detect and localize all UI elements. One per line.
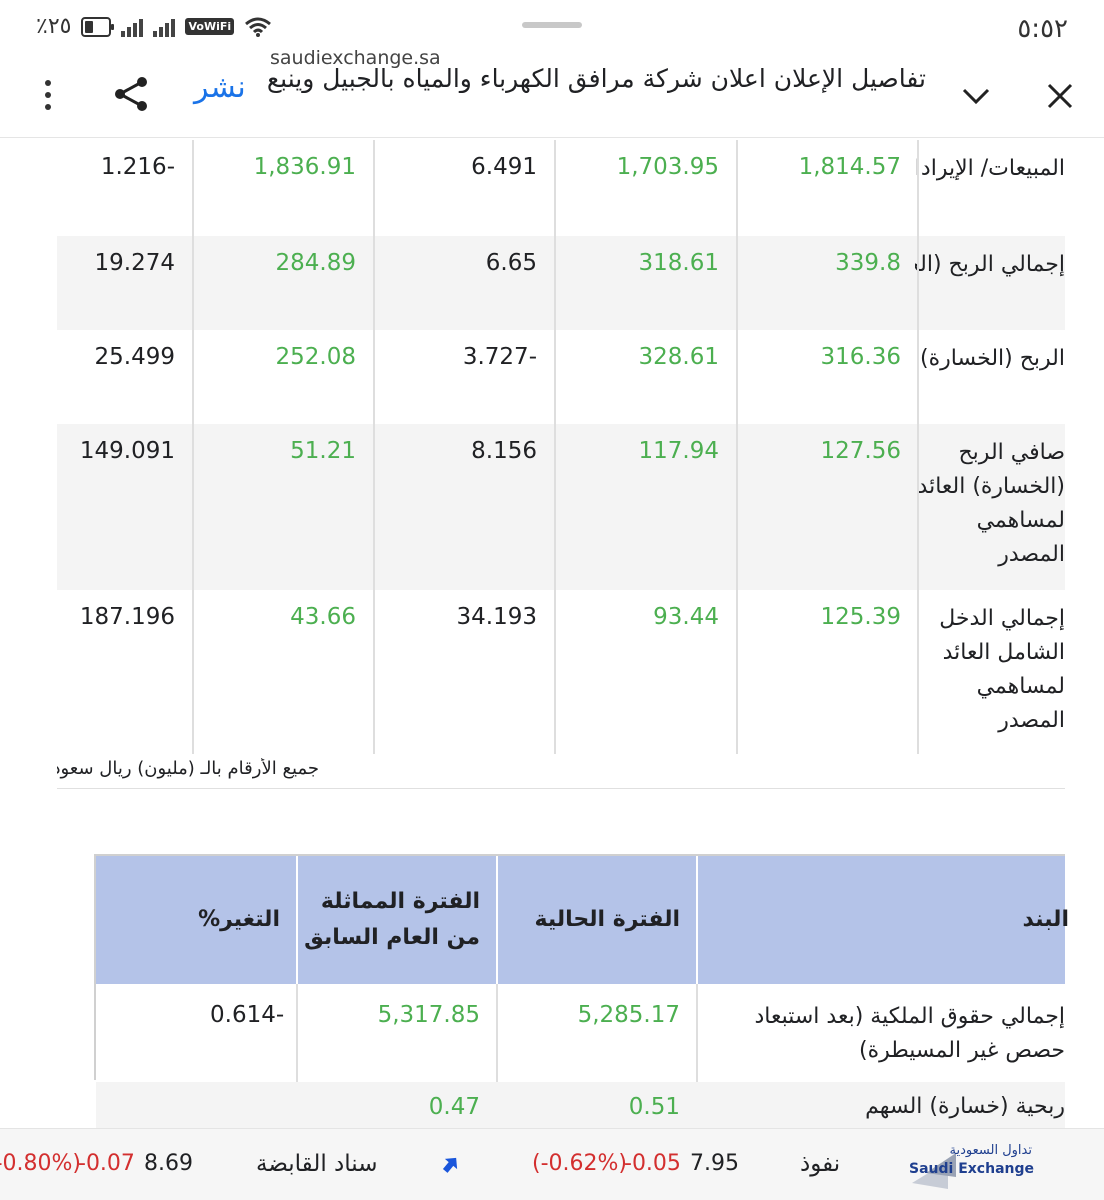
row-label: إجمالي الربح (الخسارة) — [915, 252, 1065, 277]
cell-current: 127.56 — [820, 438, 901, 464]
cell-prior: 1,703.95 — [616, 154, 719, 180]
ticker-change: -0.07 — [78, 1151, 135, 1176]
units-note: جميع الأرقام بالـ (مليون) ريال سعودي — [57, 758, 319, 779]
row-label: ربحية (خسارة) السهم — [865, 1094, 1065, 1119]
battery-icon — [81, 16, 115, 37]
vowifi-icon: VoWiFi — [185, 18, 235, 35]
cell-current: 0.51 — [628, 1094, 680, 1120]
share-icon[interactable] — [112, 74, 152, 114]
row-label: إجمالي الدخل الشامل العائد لمساهمي المصد… — [939, 606, 1065, 733]
close-icon[interactable] — [1040, 76, 1080, 116]
wifi-icon — [245, 17, 272, 37]
page-url: saudiexchange.sa — [270, 47, 441, 69]
table-row: إجمالي الدخل الشامل العائد لمساهمي المصد… — [57, 590, 1065, 754]
publish-link[interactable]: نشر — [194, 70, 246, 105]
ticker-price: 7.95 — [690, 1151, 739, 1176]
ticker-name: نفوذ — [800, 1151, 841, 1177]
ticker-name: سناد القابضة — [256, 1151, 378, 1177]
more-menu-icon[interactable] — [38, 80, 58, 110]
cell-change-2: 19.274 — [94, 250, 175, 276]
page-title: تفاصيل الإعلان اعلان شركة مرافق الكهرباء… — [266, 64, 926, 93]
logo-mark-icon — [912, 1153, 956, 1189]
table-row: المبيعات/ الإيرادات 1,814.57 1,703.95 6.… — [57, 140, 1065, 236]
chevron-down-icon[interactable] — [956, 76, 996, 116]
column-divider — [554, 140, 556, 754]
cell-current: 316.36 — [820, 344, 901, 370]
cell-prior: 318.61 — [638, 250, 719, 276]
header-item: البند — [698, 856, 1069, 984]
signal-sim2-icon — [153, 17, 176, 37]
row-label: الربح (الخسارة) التشغيلي — [915, 346, 1065, 371]
ticker-pct: (-0.62%) — [532, 1151, 627, 1176]
status-bar: ٪٢٥ VoWiFi ٥:٥٢ — [0, 0, 1104, 56]
ticker-price: 8.69 — [144, 1151, 193, 1176]
cell-prior: 5,317.85 — [377, 1002, 480, 1028]
battery-percent: ٪٢٥ — [36, 14, 72, 39]
cell-prior: 93.44 — [653, 604, 719, 630]
arrow-down-icon — [442, 1157, 458, 1173]
cell-change-2: 1.216- — [100, 154, 175, 180]
cell-previous-period: 1,836.91 — [253, 154, 356, 180]
sheet-handle[interactable] — [522, 22, 582, 28]
header-prior: الفترة المماثلة من العام السابق — [298, 856, 496, 984]
cell-previous-period: 51.21 — [290, 438, 356, 464]
status-icons: ٪٢٥ VoWiFi — [36, 14, 272, 39]
cell-current: 125.39 — [820, 604, 901, 630]
row-label: المبيعات/ الإيرادات — [915, 156, 1065, 181]
cell-previous-period: 284.89 — [275, 250, 356, 276]
cell-change-2: 149.091 — [79, 438, 175, 464]
column-divider — [192, 140, 194, 754]
column-divider — [917, 140, 919, 754]
cell-prior: 0.47 — [428, 1094, 480, 1120]
cell-change-2: 187.196 — [79, 604, 175, 630]
ticker-pct: (-0.80%) — [0, 1151, 81, 1176]
column-divider — [373, 140, 375, 754]
cell-change: 8.156 — [471, 438, 537, 464]
ticker-change: -0.05 — [624, 1151, 681, 1176]
cell-current: 339.8 — [835, 250, 901, 276]
cell-previous-period: 252.08 — [275, 344, 356, 370]
cell-current: 1,814.57 — [798, 154, 901, 180]
cell-change-2: 25.499 — [94, 344, 175, 370]
cell-change: 0.614- — [210, 1002, 285, 1028]
divider — [57, 788, 1065, 789]
cell-change: 6.491 — [471, 154, 537, 180]
header-current: الفترة الحالية — [498, 856, 696, 984]
browser-toolbar: تفاصيل الإعلان اعلان شركة مرافق الكهرباء… — [0, 56, 1104, 138]
cell-current: 5,285.17 — [577, 1002, 680, 1028]
column-divider — [736, 140, 738, 754]
row-label: صافي الربح (الخسارة) العائد لمساهمي المص… — [917, 440, 1065, 567]
signal-icon — [121, 17, 144, 37]
clock: ٥:٥٢ — [1017, 14, 1068, 44]
table-row: صافي الربح (الخسارة) العائد لمساهمي المص… — [57, 424, 1065, 590]
row-label: إجمالي حقوق الملكية (بعد استبعاد حصص غير… — [754, 1004, 1065, 1063]
cell-change: 34.193 — [456, 604, 537, 630]
cell-prior: 328.61 — [638, 344, 719, 370]
saudi-exchange-logo: تداول السعودية Saudi Exchange — [908, 1139, 1088, 1191]
table-row: الربح (الخسارة) التشغيلي 316.36 328.61 3… — [57, 330, 1065, 424]
header-change: التغير% — [96, 856, 296, 984]
cell-change: 3.727- — [462, 344, 537, 370]
stock-ticker[interactable]: تداول السعودية Saudi Exchange نفوذ 7.95 … — [0, 1128, 1104, 1200]
cell-previous-period: 43.66 — [290, 604, 356, 630]
cell-change: 6.65 — [485, 250, 537, 276]
cell-prior: 117.94 — [638, 438, 719, 464]
table-row: إجمالي الربح (الخسارة) 339.8 318.61 6.65… — [57, 236, 1065, 330]
